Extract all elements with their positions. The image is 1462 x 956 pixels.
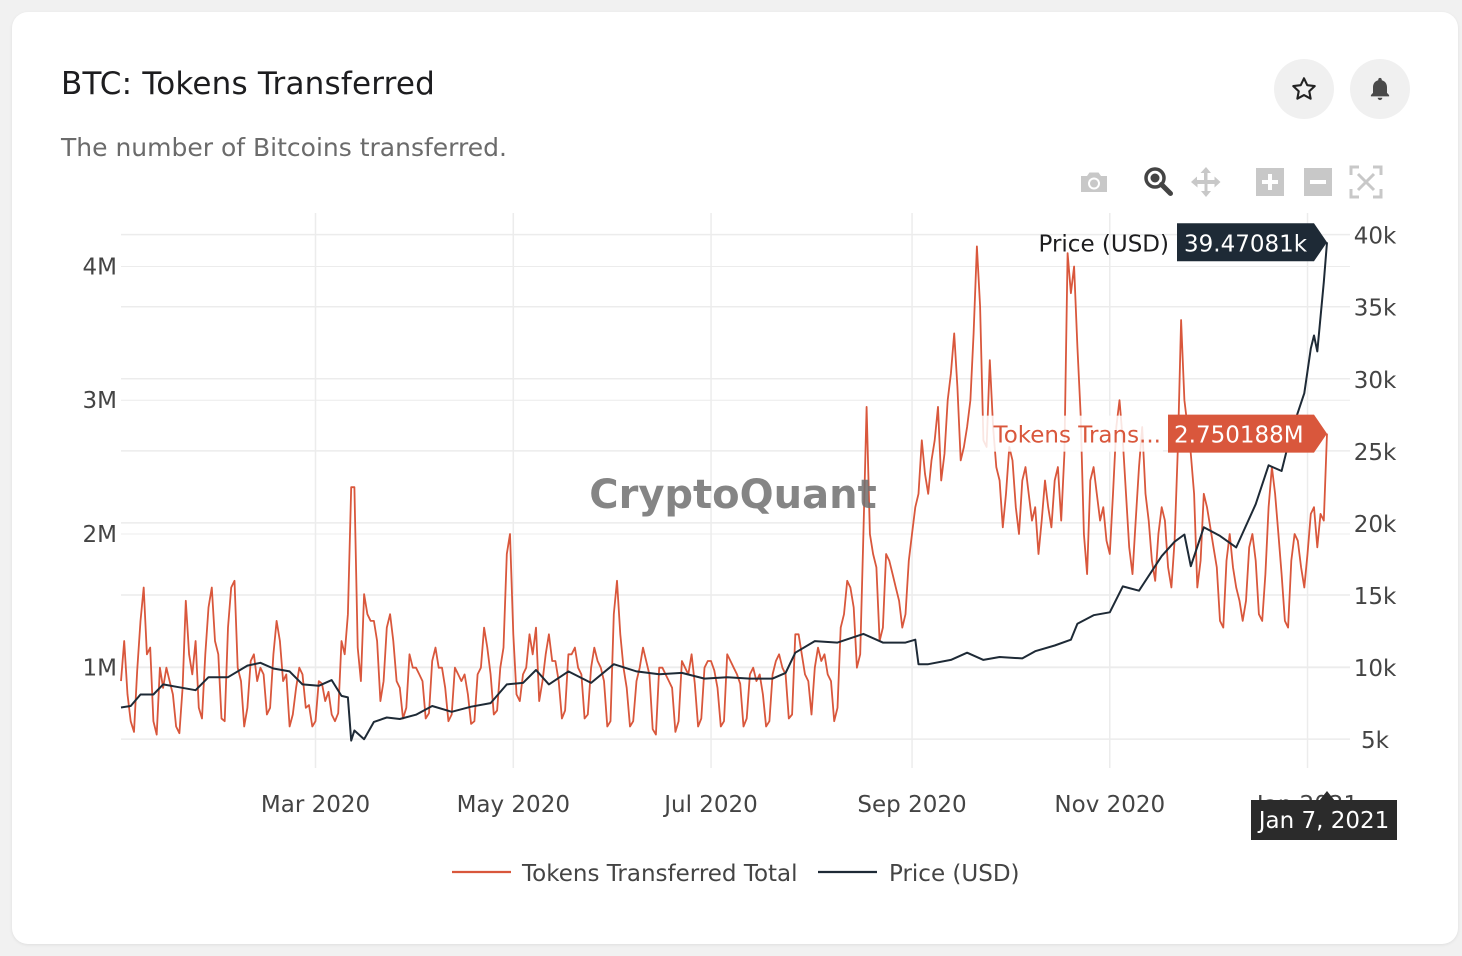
- star-icon: [1292, 77, 1316, 100]
- camera-icon: [1081, 172, 1107, 192]
- download-plot-button[interactable]: [1076, 164, 1112, 200]
- zoom-button[interactable]: [1140, 164, 1176, 200]
- favorite-button[interactable]: [1274, 59, 1334, 119]
- pan-button[interactable]: [1188, 164, 1224, 200]
- autoscale-button[interactable]: [1348, 164, 1384, 200]
- zoom-icon: [1144, 167, 1173, 196]
- zoom-in-icon: [1256, 168, 1284, 196]
- zoom-in-button[interactable]: [1252, 164, 1288, 200]
- zoom-out-icon: [1304, 168, 1332, 196]
- alert-button[interactable]: [1350, 59, 1410, 119]
- bell-icon: [1370, 77, 1390, 101]
- chart-card: BTC: Tokens Transferred The number of Bi…: [12, 12, 1458, 944]
- autoscale-icon: [1349, 165, 1383, 199]
- pan-icon: [1191, 167, 1221, 197]
- zoom-out-button[interactable]: [1300, 164, 1336, 200]
- chart-subtitle: The number of Bitcoins transferred.: [61, 133, 507, 162]
- chart-title: BTC: Tokens Transferred: [61, 66, 436, 102]
